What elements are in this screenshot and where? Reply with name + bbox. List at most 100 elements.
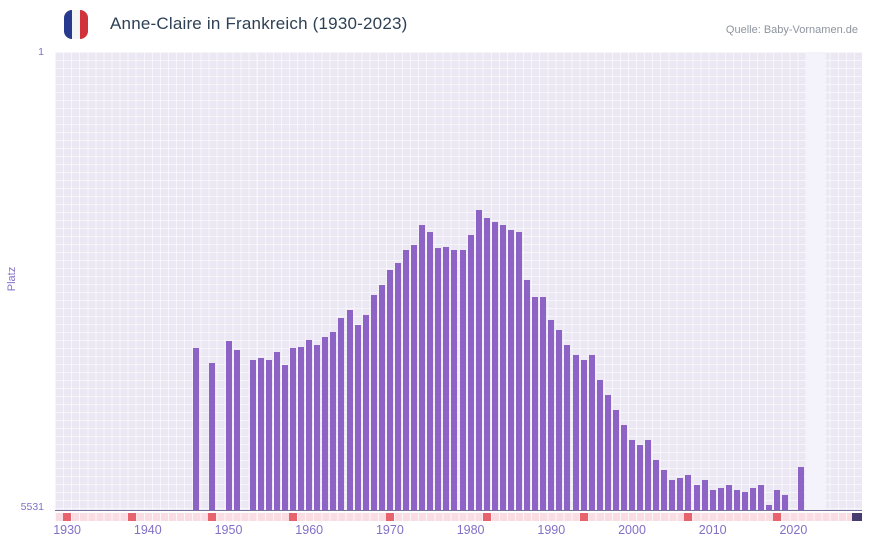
bar-1961[interactable] bbox=[314, 345, 321, 510]
bar-1958[interactable] bbox=[290, 347, 297, 510]
bar-1970[interactable] bbox=[386, 269, 393, 510]
bar-1975[interactable] bbox=[427, 231, 434, 510]
bar-2013[interactable] bbox=[733, 490, 740, 510]
bar-2012[interactable] bbox=[725, 485, 732, 510]
bar-1957[interactable] bbox=[281, 365, 288, 510]
x-tick-2000: 2000 bbox=[618, 523, 646, 537]
bar-2006[interactable] bbox=[677, 477, 684, 510]
bar-1966[interactable] bbox=[354, 325, 361, 510]
strip-endcap bbox=[852, 513, 862, 521]
bar-2019[interactable] bbox=[782, 495, 789, 510]
bar-1956[interactable] bbox=[273, 351, 280, 510]
source-link[interactable]: Quelle: Baby-Vornamen.de bbox=[725, 24, 858, 36]
bar-2009[interactable] bbox=[701, 480, 708, 510]
strip-mark-1982 bbox=[482, 513, 491, 521]
bar-1955[interactable] bbox=[265, 360, 272, 510]
bar-2005[interactable] bbox=[669, 480, 676, 510]
page-title: Anne-Claire in Frankreich (1930-2023) bbox=[110, 14, 408, 33]
bar-1963[interactable] bbox=[330, 331, 337, 510]
bar-1965[interactable] bbox=[346, 310, 353, 510]
y-tick-min: 1 bbox=[38, 46, 44, 58]
bar-1969[interactable] bbox=[378, 284, 385, 510]
bar-1989[interactable] bbox=[540, 297, 547, 510]
bar-2016[interactable] bbox=[758, 485, 765, 510]
bar-1951[interactable] bbox=[233, 350, 240, 510]
bar-1968[interactable] bbox=[370, 294, 377, 510]
bar-1999[interactable] bbox=[620, 424, 627, 510]
bar-2014[interactable] bbox=[741, 491, 748, 510]
bar-2007[interactable] bbox=[685, 475, 692, 510]
plot-area bbox=[55, 52, 862, 510]
bar-2000[interactable] bbox=[629, 440, 635, 510]
bar-2008[interactable] bbox=[693, 485, 700, 510]
bar-1972[interactable] bbox=[403, 249, 410, 510]
bar-1992[interactable] bbox=[564, 345, 571, 510]
bar-1953[interactable] bbox=[249, 360, 256, 510]
bar-2018[interactable] bbox=[774, 490, 781, 510]
bar-1981[interactable] bbox=[475, 210, 482, 510]
bar-1984[interactable] bbox=[499, 225, 506, 510]
bar-2017[interactable] bbox=[766, 504, 773, 510]
bar-1974[interactable] bbox=[419, 225, 426, 510]
bar-1973[interactable] bbox=[411, 244, 418, 510]
x-tick-1980: 1980 bbox=[456, 523, 485, 537]
bar-1995[interactable] bbox=[588, 355, 595, 510]
flag-stripe-white bbox=[72, 9, 80, 39]
bar-1976[interactable] bbox=[435, 248, 442, 510]
bar-2002[interactable] bbox=[645, 440, 652, 510]
bar-1977[interactable] bbox=[443, 247, 450, 510]
bar-2021[interactable] bbox=[798, 466, 805, 510]
flag-stripe-blue bbox=[64, 9, 72, 39]
bar-2001[interactable] bbox=[637, 445, 644, 510]
x-tick-2010: 2010 bbox=[698, 523, 727, 537]
bar-1962[interactable] bbox=[322, 336, 329, 510]
bar-1983[interactable] bbox=[491, 221, 498, 510]
bar-1959[interactable] bbox=[298, 346, 305, 510]
strip-mark-1938 bbox=[127, 513, 136, 521]
x-tick-1960: 1960 bbox=[295, 523, 324, 537]
bar-1994[interactable] bbox=[580, 360, 587, 510]
bar-1971[interactable] bbox=[394, 263, 401, 510]
bar-1946[interactable] bbox=[193, 347, 200, 510]
bar-2004[interactable] bbox=[661, 470, 668, 510]
bar-1960[interactable] bbox=[306, 340, 313, 510]
bar-2011[interactable] bbox=[717, 488, 724, 510]
bar-1990[interactable] bbox=[548, 320, 555, 510]
bar-1978[interactable] bbox=[451, 249, 458, 510]
availability-strip bbox=[55, 513, 862, 521]
strip-mark-1948 bbox=[208, 513, 217, 521]
bar-1993[interactable] bbox=[572, 355, 579, 510]
bar-2003[interactable] bbox=[653, 460, 660, 510]
x-axis-line bbox=[55, 510, 862, 511]
bar-1985[interactable] bbox=[507, 229, 514, 510]
x-tick-1940: 1940 bbox=[133, 523, 162, 537]
france-flag-icon bbox=[64, 9, 88, 39]
bar-1950[interactable] bbox=[225, 340, 232, 510]
bar-1980[interactable] bbox=[467, 234, 474, 510]
bar-1982[interactable] bbox=[483, 217, 490, 510]
bar-1991[interactable] bbox=[556, 330, 563, 510]
bar-1996[interactable] bbox=[596, 379, 603, 510]
bar-1979[interactable] bbox=[459, 249, 466, 510]
bar-2015[interactable] bbox=[750, 488, 757, 510]
strip-mark-1994 bbox=[579, 513, 588, 521]
bar-2010[interactable] bbox=[709, 490, 716, 510]
bar-1988[interactable] bbox=[532, 297, 539, 510]
bar-1964[interactable] bbox=[338, 317, 345, 510]
x-tick-1950: 1950 bbox=[214, 523, 243, 537]
x-tick-1930: 1930 bbox=[53, 523, 81, 537]
x-tick-2020: 2020 bbox=[779, 523, 808, 537]
x-axis: 1930 1940 1950 1960 1970 1980 1990 2000 2010 2020 bbox=[53, 523, 862, 539]
bar-1997[interactable] bbox=[604, 394, 611, 510]
bar-1986[interactable] bbox=[516, 231, 523, 510]
highlight-band bbox=[805, 52, 827, 510]
bar-1948[interactable] bbox=[209, 363, 216, 510]
bar-1954[interactable] bbox=[257, 358, 264, 510]
bar-1998[interactable] bbox=[612, 409, 619, 510]
bar-1967[interactable] bbox=[362, 315, 369, 510]
x-tick-1970: 1970 bbox=[375, 523, 404, 537]
bar-1987[interactable] bbox=[524, 279, 531, 510]
flag-stripe-red bbox=[80, 9, 88, 39]
strip-mark-1930 bbox=[63, 513, 72, 521]
